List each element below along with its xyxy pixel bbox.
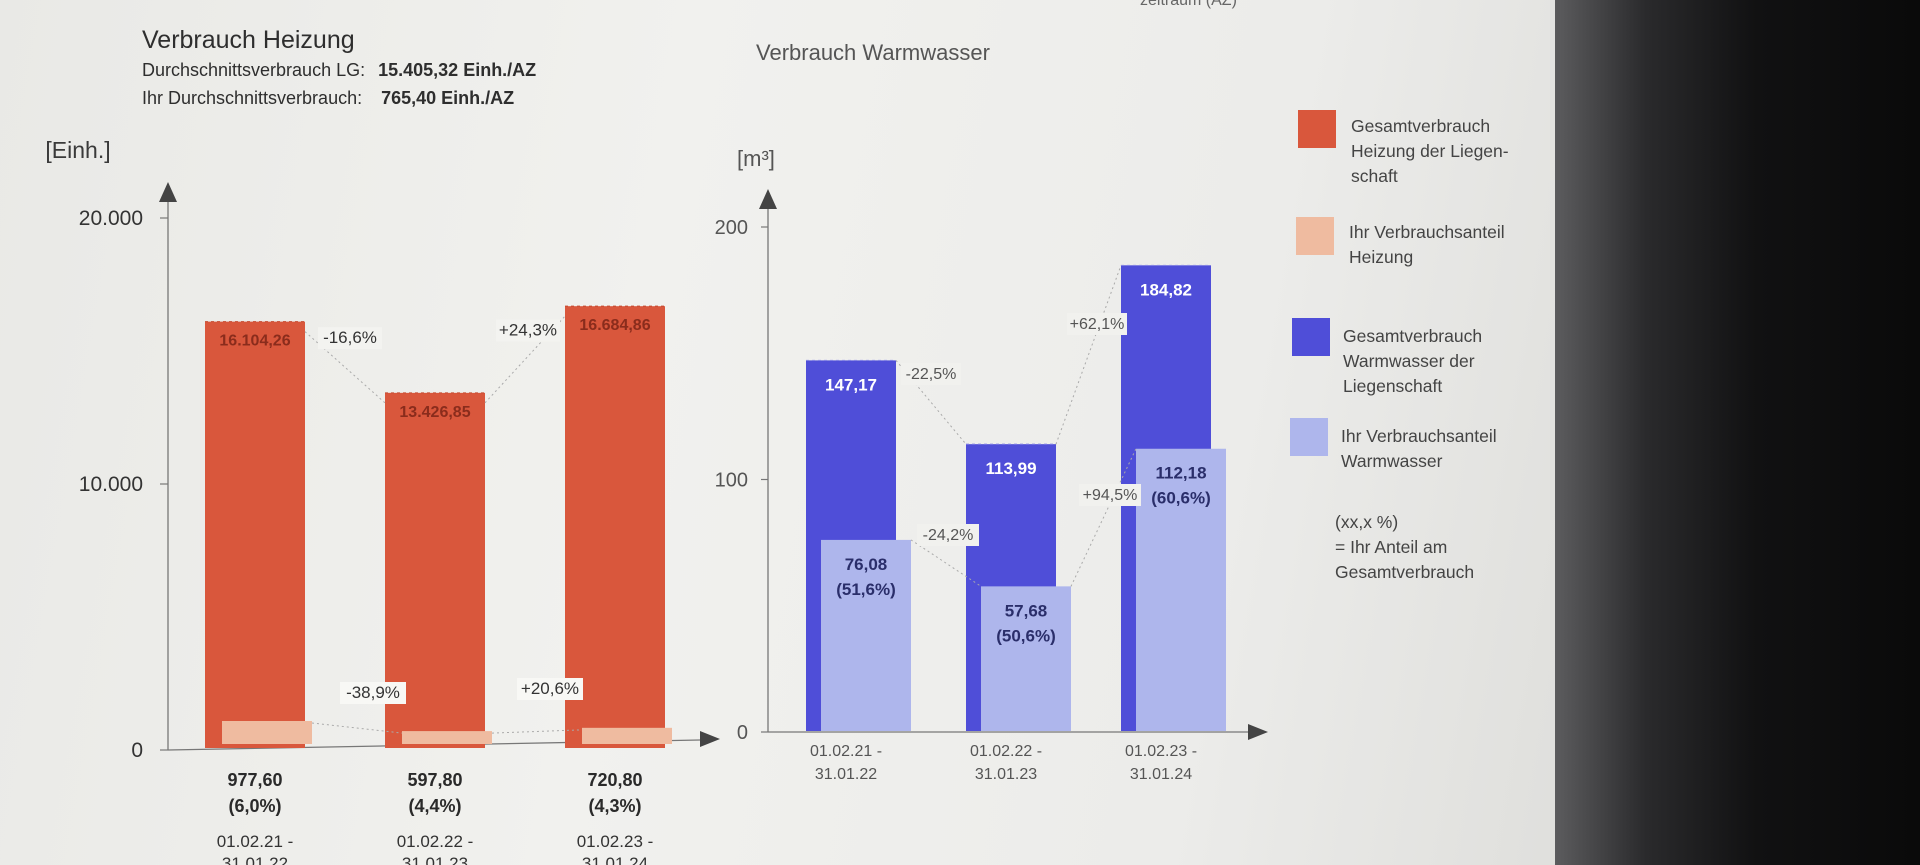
warmwater-x-tick-label: 01.02.21 -31.01.22 [810,743,882,783]
warmwater-own-bar [981,586,1071,731]
warmwater-own-bar [1136,448,1226,731]
heating-avg-lg: Durchschnittsverbrauch LG: 15.405,32 Ein… [142,60,536,81]
heating-change-total-bg [318,327,382,350]
legend-label-warmwater-total: Gesamtverbrauch Warmwasser der Liegensch… [1343,326,1483,396]
warmwater-own-share: (51,6%) [836,580,896,599]
warmwater-y-tick-label: 0 [737,722,748,744]
heating-own-share: (4,3%) [588,796,641,816]
warmwater-own-bar [821,539,911,731]
heating-total-bar [205,321,305,748]
heating-avg-own-label: Ihr Durchschnittsverbrauch: [142,88,363,108]
heating-total-bar [565,306,665,748]
warmwater-change-own-bg [917,524,979,546]
heating-y-tick-label: 20.000 [79,207,143,230]
warmwater-change-own: +94,5% [1083,487,1138,504]
heating-avg-own-value: 765,40 Einh./AZ [381,88,515,108]
warmwater-x-tick-label: 01.02.22 -31.01.23 [970,743,1042,783]
warmwater-change-own-bg [1079,484,1141,506]
warmwater-y-unit: [m³] [737,146,775,171]
heating-y-tick-label: 10.000 [79,473,143,496]
heating-x-tick-label: 01.02.22 -31.01.23 [397,832,474,865]
warmwater-y-tick-label: 100 [715,470,748,492]
legend-swatch-heating-total [1298,110,1336,148]
warmwater-x-tick-label: 01.02.23 -31.01.24 [1125,743,1197,783]
heating-own-share: (6,0%) [228,796,281,816]
warmwater-change-total: +62,1% [1070,316,1125,333]
heating-own-label: 977,60 [227,770,282,790]
warmwater-y-tick-label: 200 [715,217,748,239]
warmwater-own-share: (50,6%) [996,626,1056,645]
heating-total-label: 13.426,85 [399,404,470,421]
heating-total-label: 16.104,26 [219,333,290,350]
warmwater-total-label: 113,99 [985,459,1036,478]
heating-y-unit: [Einh.] [45,137,110,163]
warmwater-title: Verbrauch Warmwasser [756,40,990,65]
legend-swatch-warmwater-total [1292,318,1330,356]
legend-label-warmwater-own: Ihr Verbrauchsanteil Warmwasser [1341,426,1497,471]
heating-avg-lg-value: 15.405,32 Einh./AZ [378,60,537,80]
warmwater-y-axis-arrow [759,189,777,209]
legend-note: (xx,x %) = Ihr Anteil am Gesamtverbrauch [1335,512,1475,582]
heating-x-tick-label: 01.02.21 -31.01.22 [217,832,294,865]
warmwater-own-connector [1070,448,1137,587]
heating-y-axis-arrow [159,182,177,202]
heating-own-label: 720,80 [587,770,642,790]
heating-own-label: 597,80 [407,770,462,790]
heating-change-own-bg [517,678,583,700]
heating-avg-own: Ihr Durchschnittsverbrauch: 765,40 Einh.… [142,88,514,109]
dark-background [1555,0,1920,865]
heating-change-total: +24,3% [499,321,557,340]
warmwater-own-label: 112,18 [1155,464,1206,483]
heating-own-connector [491,729,583,734]
warmwater-total-label: 184,82 [1140,280,1192,299]
heating-title: Verbrauch Heizung [142,26,355,54]
heating-own-bar [402,731,492,744]
chart-area: [Einh.] 0 10.000 20.000 16.104,26 13.426,85 16… [45,137,1268,865]
heating-change-own: +20,6% [521,679,579,698]
warmwater-total-connector [895,360,967,445]
warmwater-own-label: 57,68 [1005,601,1048,620]
heating-own-connector [311,722,403,734]
legend-swatch-warmwater-own [1290,418,1328,456]
heating-own-bar [582,727,672,744]
heating-avg-lg-label: Durchschnittsverbrauch LG: [142,60,366,80]
heating-y-tick-label: 0 [131,739,143,762]
cut-off-header-text: zeitraum (AZ) [1140,0,1237,9]
heating-x-axis-arrow [700,731,720,747]
warmwater-own-connector [910,539,982,587]
warmwater-x-axis-arrow [1248,724,1268,740]
heating-own-bar [222,720,312,744]
legend-label-heating-total: Gesamtverbrauch Heizung der Liegen- scha… [1351,116,1509,186]
warmwater-total-label: 147,17 [825,375,877,394]
warmwater-change-total: -22,5% [906,366,957,383]
heating-change-own-bg [340,682,406,704]
warmwater-total-connector [1055,265,1122,445]
heating-total-label: 16.684,86 [579,317,650,334]
heating-change-total: -16,6% [323,328,377,347]
warmwater-change-total-bg [901,363,961,385]
legend-label-heating-own: Ihr Verbrauchsanteil Heizung [1349,222,1505,267]
heating-change-total-bg [496,319,560,342]
legend-swatch-heating-own [1296,217,1334,255]
warmwater-own-label: 76,08 [845,555,888,574]
warmwater-own-share: (60,6%) [1151,489,1211,508]
warmwater-change-own: -24,2% [923,527,974,544]
heating-change-own: -38,9% [346,683,400,702]
warmwater-change-total-bg [1067,313,1127,335]
heating-own-share: (4,4%) [408,796,461,816]
heating-x-tick-label: 01.02.23 -31.01.24 [577,832,654,865]
